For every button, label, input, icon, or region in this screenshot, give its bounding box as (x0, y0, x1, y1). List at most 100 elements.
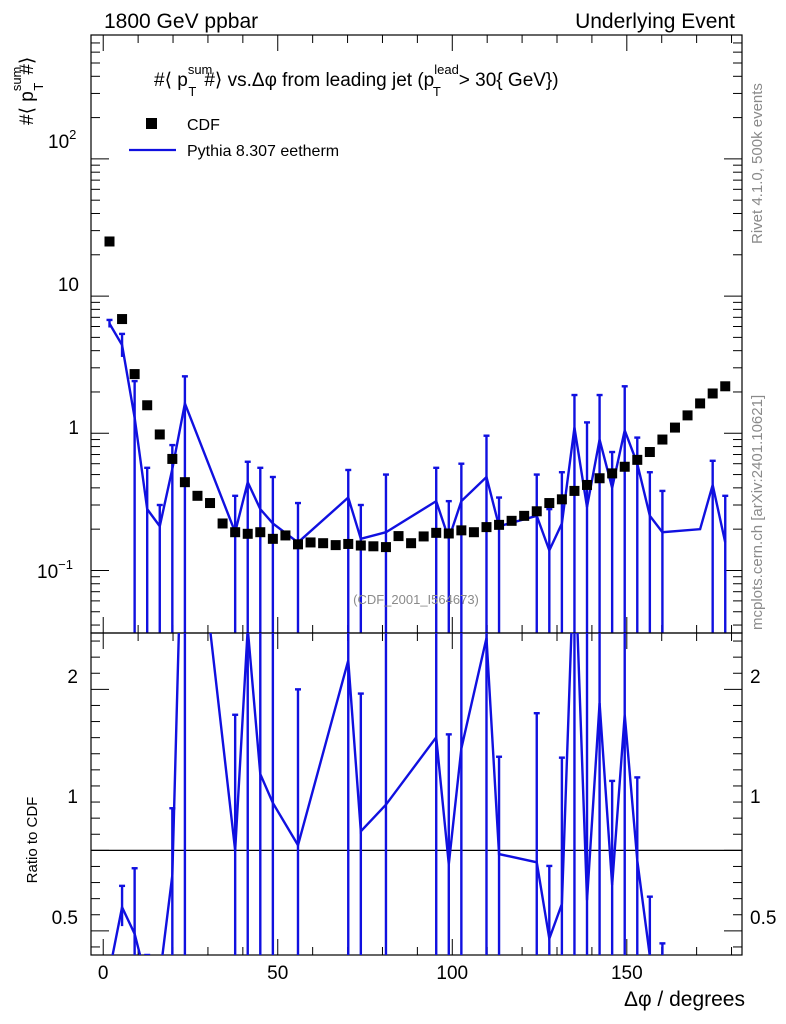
ratio-tick-labels-left: 2 1 0.5 (52, 667, 78, 929)
ylabel-a: #⟨ p (17, 91, 38, 125)
mc-line (108, 322, 727, 554)
cdf-point (569, 485, 580, 496)
y-axis-label: #⟨ psum T #⟩ (9, 57, 46, 125)
title-sub1: T (188, 84, 196, 99)
cdf-point (481, 522, 492, 533)
cdf-point (707, 388, 718, 399)
ratio-tick-1-right: 1 (750, 787, 761, 808)
cdf-point (544, 498, 555, 509)
cdf-point (368, 541, 379, 552)
ratio-panel: Ratio to CDF 2 1 0.5 2 1 0.5 0 50 100 15… (24, 632, 776, 1011)
rivet-label: Rivet 4.1.0, 500k events (749, 83, 766, 244)
cdf-point (556, 494, 567, 505)
title-sub2: T (433, 84, 441, 99)
mc-error-bars (106, 318, 729, 633)
cdf-point (280, 530, 291, 541)
cdf-point (443, 528, 454, 539)
cdf-point (318, 538, 329, 549)
title-part-a: #⟨ p (154, 70, 188, 91)
y-tick-01-base: 10 (37, 562, 58, 583)
header-left: 1800 GeV ppbar (104, 10, 258, 33)
y-tick-label-10: 10 (58, 275, 79, 296)
cdf-point (669, 422, 680, 433)
legend-cdf-label: CDF (187, 117, 220, 134)
ratio-tick-0.5-right: 0.5 (750, 908, 776, 929)
cdf-point (267, 533, 278, 544)
cdf-point (292, 539, 303, 550)
title-sup1: sum (188, 62, 213, 77)
cdf-point (230, 527, 241, 538)
ratio-y-label: Ratio to CDF (24, 797, 41, 884)
legend: CDF Pythia 8.307 eetherm (129, 117, 339, 160)
mc-series-line (108, 322, 727, 554)
ratio-tick-2: 2 (67, 667, 78, 688)
x-tick-label-150: 150 (611, 963, 643, 984)
cdf-point (644, 447, 655, 458)
cdf-point (431, 527, 442, 538)
ylabel-sub: T (31, 83, 46, 91)
cdf-point (418, 531, 429, 542)
plot-area (104, 236, 731, 633)
cdf-point (117, 314, 128, 325)
cdf-point (657, 434, 668, 445)
ratio-plot-area (111, 633, 666, 955)
cdf-point (632, 454, 643, 465)
mcplots-label: mcplots.cern.ch [arXiv:2401.10621] (749, 395, 766, 630)
cdf-point (519, 510, 530, 521)
cdf-point (205, 498, 216, 509)
cdf-point (343, 538, 354, 549)
cdf-point (217, 518, 228, 529)
cdf-point (167, 453, 178, 464)
y-tick-label-100: 102 (48, 127, 76, 153)
legend-mc-label: Pythia 8.307 eetherm (187, 143, 339, 160)
ratio-line (111, 633, 651, 955)
ratio-tick-1: 1 (67, 787, 78, 808)
y-tick-100-exp: 2 (69, 127, 76, 142)
main-panel: (CDF_2001_I564673) #⟨ psum T#⟩ vs.Δφ from… (9, 34, 743, 634)
cdf-point (380, 542, 391, 553)
cdf-point (179, 477, 190, 488)
chart-title: #⟨ psum T#⟩ vs.Δφ from leading jet (plead… (154, 62, 559, 99)
ylabel-sup: sum (9, 67, 24, 92)
ratio-error-bars (119, 633, 666, 955)
cdf-point (242, 528, 253, 539)
cdf-point (506, 515, 517, 526)
cdf-point (255, 527, 266, 538)
cdf-point (456, 525, 467, 536)
cdf-point (129, 369, 140, 380)
cdf-point (355, 540, 366, 551)
cdf-point (305, 537, 316, 548)
main-ticks (91, 34, 742, 633)
legend-cdf-marker (146, 118, 157, 129)
cdf-point (154, 429, 165, 440)
cdf-point (494, 519, 505, 530)
x-tick-label-50: 50 (267, 963, 288, 984)
cdf-point (582, 479, 593, 490)
title-sup2: lead (434, 62, 459, 77)
cdf-point (406, 538, 417, 549)
y-tick-01-exp: −1 (58, 557, 73, 572)
y-tick-label-1: 1 (68, 418, 79, 439)
ylabel-b: #⟩ (17, 57, 38, 75)
cdf-point (192, 490, 203, 501)
ratio-tick-labels-right: 2 1 0.5 (750, 667, 776, 929)
cdf-point (330, 540, 341, 551)
cdf-markers (104, 236, 731, 553)
analysis-id: (CDF_2001_I564673) (353, 592, 479, 607)
y-tick-label-0.1: 10−1 (37, 557, 73, 583)
cdf-point (607, 468, 618, 479)
x-axis-label: Δφ / degrees (624, 988, 745, 1011)
ratio-frame (90, 632, 743, 956)
cdf-point (720, 381, 731, 392)
cdf-point (682, 410, 693, 421)
y-tick-labels: 102 10 1 10−1 (37, 127, 79, 583)
cdf-point (104, 236, 115, 247)
cdf-point (619, 461, 630, 472)
ratio-tick-2-right: 2 (750, 667, 761, 688)
cdf-point (695, 398, 706, 409)
x-tick-label-0: 0 (98, 963, 109, 984)
x-tick-label-100: 100 (436, 963, 468, 984)
cdf-point (531, 506, 542, 517)
x-tick-labels: 0 50 100 150 (98, 963, 643, 984)
